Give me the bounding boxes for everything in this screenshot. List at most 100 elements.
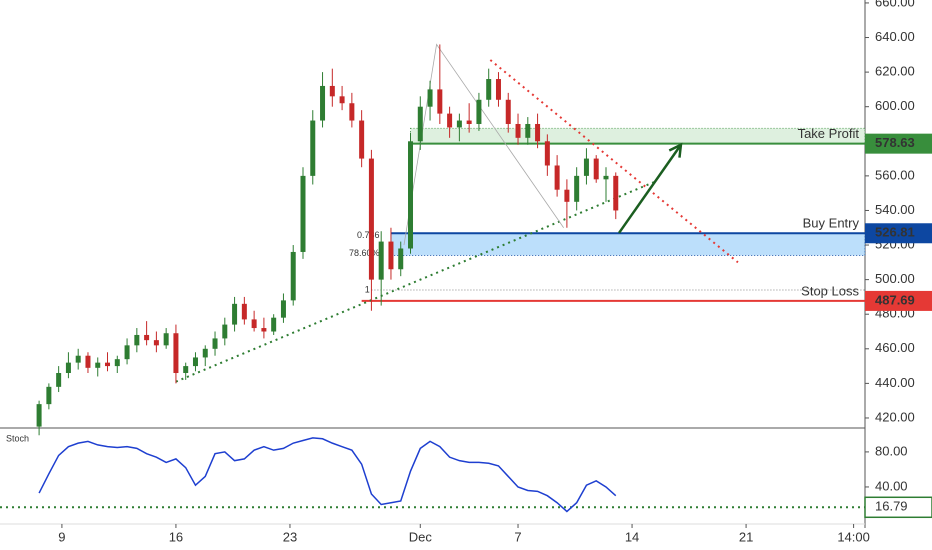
trendline (175, 180, 657, 383)
candle-body (603, 175, 609, 180)
candle-body (144, 334, 150, 341)
x-tick-label: 7 (514, 529, 521, 544)
candle-body (495, 79, 501, 100)
candle-body (505, 99, 511, 124)
candle-body (408, 141, 414, 249)
x-tick-label: 16 (169, 529, 183, 544)
candle-body (525, 123, 531, 138)
candle-body (437, 89, 443, 114)
candle-body (212, 338, 218, 349)
x-tick-label: Dec (409, 529, 433, 544)
x-tick-label: 23 (283, 529, 297, 544)
stoch-tick-label: 40.00 (875, 478, 908, 493)
candle-body (574, 175, 580, 202)
x-tick-label: 9 (58, 529, 65, 544)
price-tag-label: 578.63 (875, 135, 915, 150)
price-tag (865, 133, 932, 154)
y-tick-label: 560.00 (875, 167, 915, 182)
candle-body (163, 333, 169, 346)
candle-body (447, 113, 453, 128)
candle-body (251, 319, 257, 329)
price-tag (865, 290, 932, 311)
candle-body (173, 333, 179, 374)
candle-body (339, 96, 345, 104)
candle-body (476, 99, 482, 124)
y-tick-label: 540.00 (875, 202, 915, 217)
candle-body (75, 355, 81, 363)
level-name: Buy Entry (803, 216, 860, 231)
trendline (489, 59, 739, 264)
candle-body (564, 189, 570, 202)
candle-body (427, 89, 433, 107)
y-tick-label: 420.00 (875, 409, 915, 424)
candle-body (593, 158, 599, 180)
fib-label: 1 (365, 284, 370, 294)
candle-body (349, 103, 355, 121)
fib-label: 0.786 (357, 230, 380, 240)
candle-body (417, 106, 423, 142)
candle-body (554, 165, 560, 190)
y-tick-label: 600.00 (875, 98, 915, 113)
candle-body (398, 248, 404, 270)
price-tag-label: 526.81 (875, 225, 915, 240)
candle-body (456, 120, 462, 128)
candle-body (114, 359, 120, 367)
candle-body (105, 362, 111, 367)
arrow (617, 144, 682, 234)
candle-body (359, 120, 365, 159)
x-tick-label: 14 (625, 529, 639, 544)
candle-body (46, 386, 52, 405)
price-tag-label: 16.79 (875, 499, 908, 514)
candle-body (290, 251, 296, 301)
candle-body (241, 303, 247, 320)
candle-body (310, 120, 316, 176)
level-name: Take Profit (798, 126, 860, 141)
candle-body (535, 123, 541, 142)
candle-body (183, 366, 189, 374)
candle-body (153, 340, 159, 346)
candle-body (36, 404, 42, 427)
y-tick-label: 660.00 (875, 0, 915, 9)
level-name: Stop Loss (801, 283, 859, 298)
candle-body (544, 141, 550, 166)
candle-body (65, 362, 71, 374)
candle-body (232, 303, 238, 325)
candle-body (486, 79, 492, 100)
y-tick-label: 500.00 (875, 271, 915, 286)
level-zone (390, 232, 866, 256)
candle-body (368, 158, 374, 280)
candle-body (56, 373, 62, 387)
candle-body (134, 334, 140, 346)
candle-body (515, 123, 521, 138)
candle-body (202, 348, 208, 358)
y-tick-label: 460.00 (875, 340, 915, 355)
candle-body (300, 175, 306, 252)
candle-body (222, 324, 228, 339)
y-tick-label: 620.00 (875, 64, 915, 79)
candle-body (280, 300, 286, 318)
candle-body (124, 345, 130, 360)
candle-body (378, 241, 384, 280)
candle-body (85, 355, 91, 368)
price-tag (865, 223, 932, 244)
candle-body (271, 317, 277, 332)
arrow-head (668, 142, 683, 158)
price-tag-label: 487.69 (875, 292, 915, 307)
fib-label: 78.60% (349, 248, 380, 258)
trendline (403, 43, 564, 246)
y-tick-label: 640.00 (875, 29, 915, 44)
candle-body (466, 120, 472, 124)
y-tick-label: 440.00 (875, 375, 915, 390)
candle-body (95, 362, 101, 368)
stoch-tick-label: 80.00 (875, 443, 908, 458)
stoch-line (38, 437, 617, 513)
candle-body (192, 357, 198, 367)
price-tag (864, 496, 932, 519)
candle-body (320, 85, 326, 121)
candle-body (329, 85, 335, 97)
candle-body (261, 328, 267, 332)
candle-body (583, 158, 589, 176)
indicator-title: Stoch (6, 433, 29, 443)
